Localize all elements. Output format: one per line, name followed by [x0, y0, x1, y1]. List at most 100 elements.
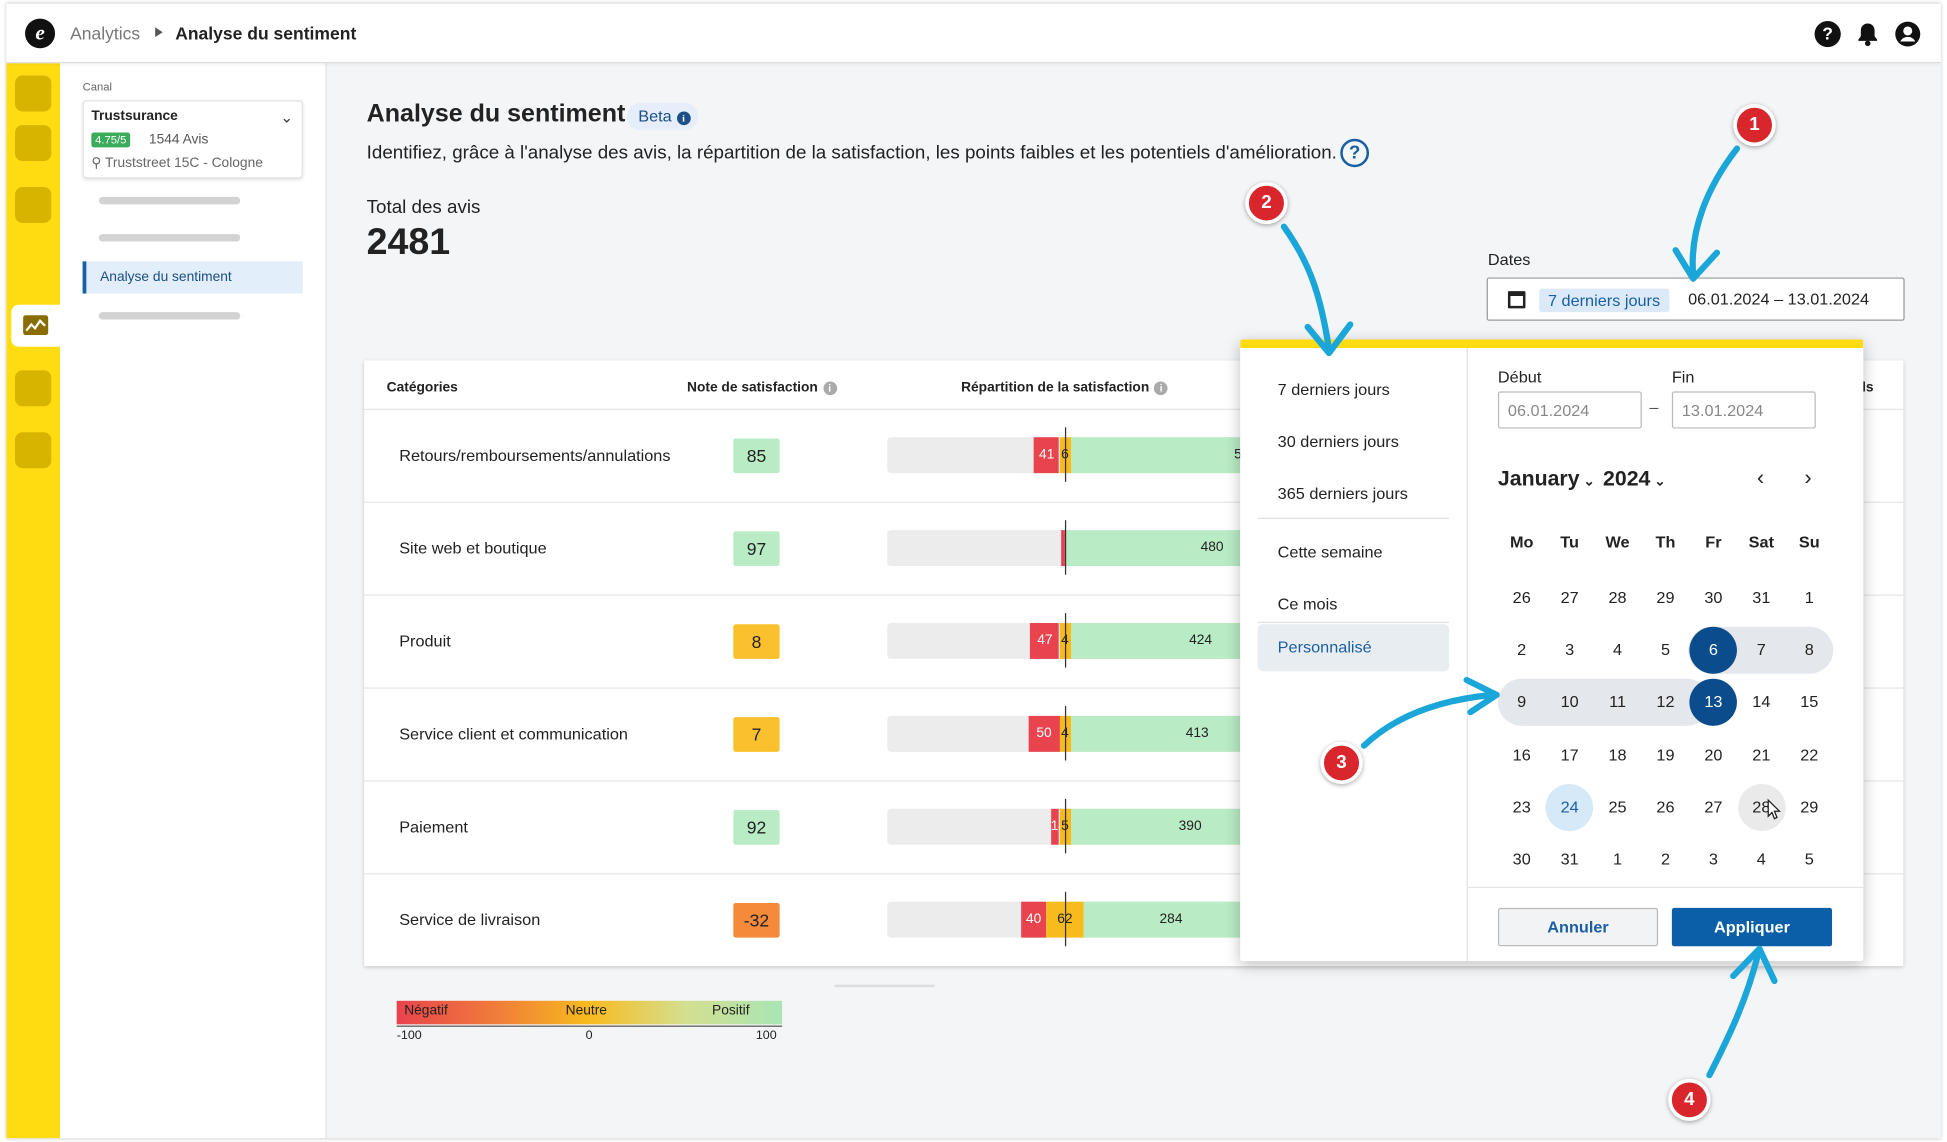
- calendar-day[interactable]: 2: [1660, 849, 1670, 869]
- calendar-icon: [1507, 291, 1526, 309]
- preset-custom[interactable]: Personnalisé: [1257, 624, 1450, 672]
- legend-axis: [396, 1025, 783, 1027]
- calendar-day[interactable]: 6: [1689, 626, 1738, 675]
- preset-this-week[interactable]: Cette semaine: [1277, 542, 1383, 562]
- apply-button[interactable]: Appliquer: [1671, 907, 1833, 947]
- preset-this-month[interactable]: Ce mois: [1277, 594, 1338, 614]
- calendar-day[interactable]: 21: [1752, 745, 1771, 764]
- date-range-text: 06.01.2024 – 13.01.2024: [1688, 289, 1870, 309]
- marker-4: 4: [1668, 1078, 1711, 1121]
- calendar-day[interactable]: 28: [1737, 783, 1786, 831]
- next-month-icon[interactable]: ›: [1804, 465, 1812, 490]
- preset-7-days[interactable]: 7 derniers jours: [1277, 380, 1390, 399]
- table-row[interactable]: Produit 8 474424: [364, 594, 1904, 688]
- calendar-day[interactable]: 20: [1704, 745, 1723, 764]
- calendar-day[interactable]: 11: [1609, 692, 1626, 712]
- negative-segment: [1061, 530, 1065, 567]
- start-date-input[interactable]: 06.01.2024: [1497, 391, 1642, 429]
- help-icon[interactable]: ?: [1814, 21, 1841, 48]
- calendar-day[interactable]: 18: [1608, 745, 1627, 764]
- prev-month-icon[interactable]: ‹: [1756, 465, 1765, 490]
- calendar-panel: Début Fin 06.01.2024 – 13.01.2024 Januar…: [1467, 348, 1864, 961]
- breadcrumb-analytics[interactable]: Analytics: [70, 23, 141, 44]
- calendar-day[interactable]: 24: [1545, 783, 1594, 831]
- calendar-day[interactable]: 26: [1512, 588, 1531, 607]
- category-name: Produit: [399, 631, 451, 651]
- calendar-day[interactable]: 14: [1752, 692, 1771, 712]
- calendar-day[interactable]: 5: [1660, 640, 1670, 660]
- distribution-bar-track: 4062284: [887, 901, 1259, 938]
- nav-placeholder-3[interactable]: [98, 312, 241, 320]
- calendar-day[interactable]: 17: [1560, 745, 1579, 764]
- calendar-day[interactable]: 30: [1704, 588, 1723, 607]
- calendar-day[interactable]: 1: [1804, 588, 1814, 607]
- calendar-day[interactable]: 30: [1512, 849, 1531, 869]
- rail-item-2[interactable]: [15, 125, 52, 162]
- calendar-day[interactable]: 4: [1756, 849, 1766, 869]
- calendar-day[interactable]: 25: [1608, 797, 1627, 816]
- preset-365-days[interactable]: 365 derniers jours: [1277, 484, 1408, 503]
- nav-placeholder-2[interactable]: [98, 234, 241, 242]
- calendar-day[interactable]: 2: [1517, 640, 1527, 660]
- rail-item-3[interactable]: [15, 187, 52, 223]
- calendar-day[interactable]: 9: [1517, 692, 1527, 712]
- chevron-down-icon: ⌄: [1579, 474, 1595, 490]
- calendar-day[interactable]: 12: [1656, 692, 1675, 712]
- rail-item-5[interactable]: [15, 370, 52, 407]
- calendar-day[interactable]: 1: [1613, 849, 1623, 869]
- date-dash: –: [1649, 397, 1659, 417]
- beta-badge[interactable]: Beta i: [626, 102, 698, 131]
- calendar-day[interactable]: 4: [1613, 640, 1623, 660]
- calendar-day[interactable]: 26: [1656, 797, 1675, 816]
- calendar-day[interactable]: 29: [1800, 797, 1819, 816]
- cancel-button[interactable]: Annuler: [1497, 907, 1659, 947]
- negative-segment: 50: [1028, 715, 1060, 752]
- calendar-day[interactable]: 5: [1804, 849, 1814, 869]
- app-logo[interactable]: e: [25, 18, 56, 49]
- calendar-day[interactable]: 15: [1800, 692, 1819, 712]
- rail-item-analytics[interactable]: [11, 304, 61, 347]
- calendar-day[interactable]: 22: [1800, 745, 1819, 764]
- calendar-day[interactable]: 31: [1560, 849, 1579, 869]
- preset-30-days[interactable]: 30 derniers jours: [1277, 432, 1399, 451]
- help-circle-icon[interactable]: ?: [1340, 138, 1370, 168]
- weekday-label: Th: [1655, 532, 1676, 552]
- channel-selector[interactable]: Trustsurance ⌄ 4.75/5 1544 Avis ⚲ Trusts…: [82, 100, 303, 179]
- calendar-day[interactable]: 29: [1656, 588, 1675, 607]
- calendar-day[interactable]: 19: [1656, 745, 1675, 764]
- bell-icon[interactable]: [1855, 21, 1881, 47]
- nav-placeholder-1[interactable]: [98, 196, 241, 205]
- calendar-day[interactable]: 16: [1512, 745, 1531, 764]
- calendar-day[interactable]: 13: [1689, 679, 1738, 727]
- month-select[interactable]: January ⌄: [1498, 467, 1595, 492]
- calendar-day[interactable]: 31: [1752, 588, 1771, 607]
- category-name: Site web et boutique: [399, 538, 547, 558]
- calendar-day[interactable]: 28: [1608, 588, 1627, 607]
- calendar-day[interactable]: 3: [1565, 640, 1575, 660]
- info-icon[interactable]: i: [1154, 381, 1169, 396]
- calendar-day[interactable]: 3: [1708, 849, 1718, 869]
- date-picker-popup: 7 derniers jours 30 derniers jours 365 d…: [1240, 339, 1864, 962]
- zero-tick: [1064, 520, 1067, 575]
- rail-item-1[interactable]: [15, 75, 52, 112]
- end-date-input[interactable]: 13.01.2024: [1671, 391, 1816, 429]
- calendar-day[interactable]: 10: [1560, 692, 1579, 712]
- scroll-indicator: [834, 984, 935, 988]
- chevron-down-icon[interactable]: ⌄: [280, 108, 293, 127]
- calendar-day[interactable]: 7: [1756, 640, 1766, 660]
- calendar-day[interactable]: 23: [1512, 797, 1531, 816]
- date-range-field[interactable]: 7 derniers jours 06.01.2024 – 13.01.2024: [1486, 277, 1905, 321]
- satisfaction-score: 97: [733, 531, 780, 567]
- calendar-day[interactable]: 8: [1804, 640, 1814, 660]
- distribution-bar-track: 145390: [887, 808, 1310, 845]
- year-select[interactable]: 2024 ⌄: [1603, 467, 1666, 492]
- table-row[interactable]: Service de livraison -32 4062284: [364, 873, 1904, 966]
- calendar-day[interactable]: 27: [1704, 797, 1723, 816]
- user-icon[interactable]: [1895, 21, 1921, 47]
- info-icon[interactable]: i: [822, 381, 837, 396]
- nav-item-sentiment-analysis[interactable]: Analyse du sentiment: [82, 261, 303, 294]
- calendar-day[interactable]: 27: [1560, 588, 1579, 607]
- total-reviews-label: Total des avis: [366, 196, 481, 218]
- rail-item-6[interactable]: [15, 432, 52, 469]
